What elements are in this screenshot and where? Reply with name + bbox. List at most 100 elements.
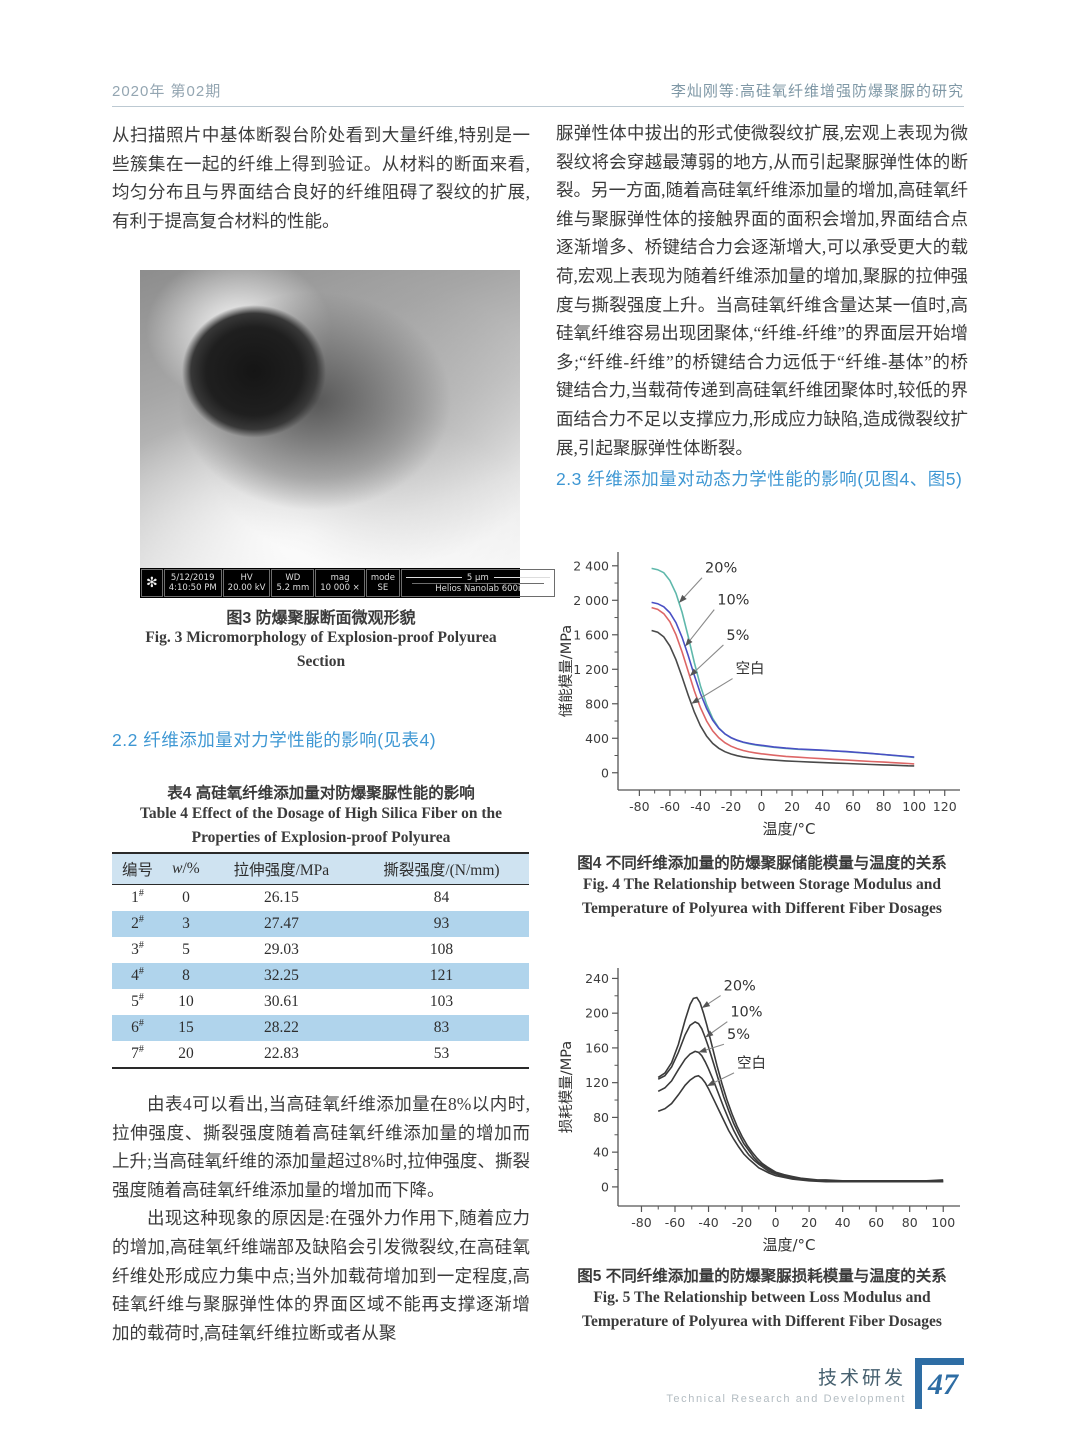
table4-title-en-line2: Properties of Explosion-proof Polyurea [191, 829, 451, 846]
table-cell: 0 [182, 888, 190, 906]
table4-header-cell: 拉伸强度/MPa [208, 852, 354, 885]
svg-text:240: 240 [585, 971, 609, 986]
sem-instrument: Helios Nanolab 600i [411, 582, 544, 594]
svg-text:温度/°C: 温度/°C [762, 1236, 815, 1254]
table4-header-cell: w/% [162, 852, 209, 885]
sem-hv-label: HV [240, 573, 253, 583]
figure5-caption-en-line1: Fig. 5 The Relationship between Loss Mod… [593, 1289, 931, 1306]
svg-text:5%: 5% [727, 1027, 750, 1043]
svg-text:0: 0 [601, 765, 609, 780]
table-row: 5# 10 30.61 103 [112, 989, 529, 1015]
section-2-2-heading: 2.2 纤维添加量对力学性能的影响(见表4) [112, 730, 437, 750]
table-cell: 121 [353, 962, 529, 989]
svg-text:60: 60 [868, 1215, 884, 1230]
footer-section: 技术研发 Technical Research and Development [666, 1363, 906, 1405]
sem-hv: HV 20.00 kV [222, 569, 271, 597]
table4-title-zh: 表4 高硅氧纤维添加量对防爆聚脲性能的影响 [167, 785, 475, 802]
table-cell: 108 [429, 940, 454, 958]
sem-hv-value: 20.00 kV [227, 583, 266, 593]
table-cell: 27.47 [208, 910, 354, 937]
table-cell: 4# [112, 962, 163, 989]
figure4-caption-en-line2: Temperature of Polyurea with Different F… [582, 900, 942, 917]
table-cell: 15 [162, 1014, 209, 1041]
table-cell: 6# [112, 1014, 163, 1041]
figure3-caption-en-line1: Fig. 3 Micromorphology of Explosion-proo… [145, 629, 497, 646]
footer-section-en: Technical Research and Development [666, 1393, 906, 1405]
table-cell: 26.15 [263, 888, 299, 906]
svg-text:20%: 20% [724, 979, 756, 995]
svg-text:160: 160 [585, 1040, 609, 1055]
table-row: 7# 20 22.83 53 [112, 1040, 529, 1069]
table-cell: 2# [112, 910, 163, 937]
table-row: 6# 15 28.22 83 [112, 1014, 529, 1041]
figure3-caption-en-line2: Section [296, 653, 346, 670]
sem-datetime: 5/12/2019 4:10:50 PM [163, 569, 222, 597]
table-cell: 29.03 [263, 940, 299, 958]
svg-text:-20: -20 [721, 799, 741, 814]
sem-mode-value: SE [377, 583, 389, 593]
sem-wd-value: 5.2 mm [276, 583, 310, 593]
svg-text:-40: -40 [690, 799, 710, 814]
table-cell: 84 [433, 888, 450, 906]
svg-text:80: 80 [593, 1110, 609, 1125]
page-number-badge: 47 [915, 1358, 964, 1409]
svg-text:1 200: 1 200 [573, 662, 609, 677]
svg-text:100: 100 [931, 1215, 955, 1230]
table-cell: 7# [112, 1040, 163, 1069]
table4-header-row: 编号 w/% 拉伸强度/MPa 撕裂强度/(N/mm) [112, 852, 529, 885]
svg-text:80: 80 [876, 799, 892, 814]
svg-text:空白: 空白 [736, 661, 765, 678]
svg-text:120: 120 [933, 799, 957, 814]
sem-wd: WD 5.2 mm [271, 569, 315, 597]
table-cell: 28.22 [208, 1014, 354, 1041]
table-row: 2# 3 27.47 93 [112, 910, 529, 937]
figure4-caption-zh: 图4 不同纤维添加量的防爆聚脲储能模量与温度的关系 [577, 855, 947, 872]
svg-text:储能模量/MPa: 储能模量/MPa [558, 625, 575, 717]
table-cell: 83 [353, 1014, 529, 1041]
figure5-chart: -80 -60 -40 -20 0 20 40 60 80 100 0 40 80 120 160 200 24… [558, 968, 960, 1254]
table-cell: 22.83 [208, 1040, 354, 1069]
svg-text:40: 40 [815, 799, 831, 814]
table-cell: 10 [178, 992, 194, 1010]
svg-text:20%: 20% [705, 561, 737, 577]
svg-text:-80: -80 [631, 1215, 651, 1230]
svg-text:5%: 5% [726, 628, 749, 644]
table-cell: 93 [353, 910, 529, 937]
sem-micrograph-image [140, 270, 520, 568]
svg-text:60: 60 [845, 799, 861, 814]
sem-mode: mode SE [365, 569, 400, 597]
svg-text:2 000: 2 000 [573, 593, 609, 608]
table-cell: 1# [131, 888, 144, 907]
left-paragraph-2: 由表4可以看出,当高硅氧纤维添加量在8%以内时,拉伸强度、撕裂强度随着高硅氧纤维… [112, 1094, 530, 1200]
left-paragraph-3: 出现这种现象的原因是:在强外力作用下,随着应力的增加,高硅氧纤维端部及缺陷会引发… [112, 1208, 530, 1343]
svg-text:800: 800 [585, 696, 609, 711]
sem-logo-icon: ✻ [141, 569, 163, 597]
table-cell: 3 [162, 910, 209, 937]
table4-header-cell: 撕裂强度/(N/mm) [353, 852, 529, 885]
svg-text:-80: -80 [629, 799, 649, 814]
svg-text:20: 20 [801, 1215, 817, 1230]
svg-text:0: 0 [758, 799, 766, 814]
svg-text:-60: -60 [660, 799, 680, 814]
table-cell: 32.25 [208, 962, 354, 989]
header-issue: 2020年 第02期 [112, 83, 222, 100]
svg-text:2 400: 2 400 [573, 558, 609, 573]
section-2-3-heading: 2.3 纤维添加量对动态力学性能的影响(见图4、图5) [556, 469, 963, 489]
svg-text:0: 0 [772, 1215, 780, 1230]
figure5-caption-zh: 图5 不同纤维添加量的防爆聚脲损耗模量与温度的关系 [577, 1268, 947, 1285]
scalebar-line [405, 577, 462, 578]
sem-mode-label: mode [370, 573, 395, 583]
figure3-caption-zh: 图3 防爆聚脲断面微观形貌 [226, 610, 416, 627]
sem-wd-label: WD [285, 573, 301, 583]
svg-text:-40: -40 [698, 1215, 718, 1230]
sem-infobar: ✻ 5/12/2019 4:10:50 PM HV 20.00 kV WD 5.… [140, 568, 555, 598]
svg-text:120: 120 [585, 1075, 609, 1090]
table-cell: 103 [429, 992, 454, 1010]
header-running-title: 李灿刚等:高硅氧纤维增强防爆聚脲的研究 [670, 83, 964, 100]
svg-text:100: 100 [902, 799, 926, 814]
table-row: 3# 5 29.03 108 [112, 937, 529, 963]
svg-text:-60: -60 [665, 1215, 685, 1230]
header-rule [112, 106, 964, 107]
